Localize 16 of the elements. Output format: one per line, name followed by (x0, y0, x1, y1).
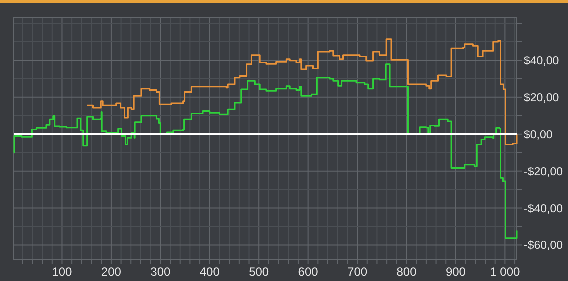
x-tick-label: 900 (446, 265, 466, 279)
x-tick-label: 300 (150, 265, 171, 279)
y-tick-label: -$20,00 (524, 166, 564, 178)
x-tick-label: 700 (348, 265, 368, 279)
y-tick-label: $0,00 (524, 129, 553, 142)
x-tick-label: 400 (200, 265, 220, 279)
x-tick-label: 500 (249, 265, 270, 279)
x-tick-label: 100 (52, 265, 73, 279)
x-tick-label: 200 (101, 265, 122, 279)
x-tick-label: 1 000 (490, 265, 521, 279)
y-tick-label: -$60,00 (524, 240, 564, 252)
y-tick-label: $20,00 (524, 92, 560, 104)
x-tick-label: 800 (396, 265, 418, 279)
y-tick-label: -$40,00 (524, 203, 564, 216)
x-tick-label: 600 (298, 265, 319, 279)
y-tick-label: $40,00 (524, 56, 560, 68)
